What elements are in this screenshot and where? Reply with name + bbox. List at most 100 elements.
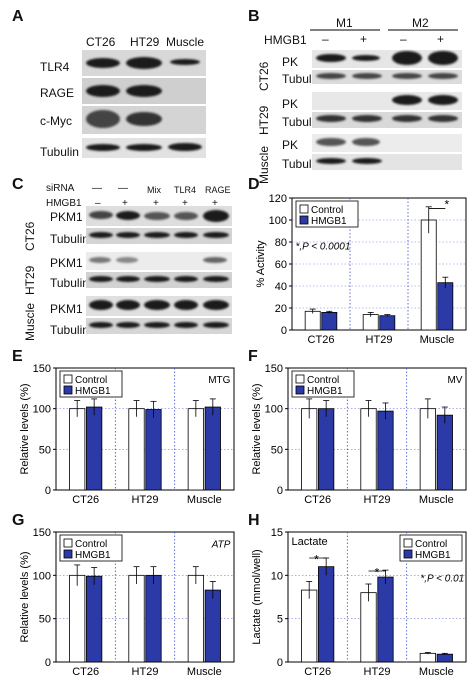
f-ylabel: Relative levels (%) [251, 383, 263, 474]
panel-label-g: G [12, 512, 25, 529]
row-c-tubulin-3: Tubulin [50, 323, 89, 337]
hmgb1-c-5: + [212, 198, 218, 209]
g-xtick-label: Muscle [187, 666, 222, 678]
row-tubulin: Tubulin [40, 145, 79, 159]
d-bar-control [420, 219, 437, 331]
f-xtick-label: Muscle [419, 494, 454, 506]
h-legend-label: Control [415, 539, 447, 550]
d-legend-label: HMGB1 [311, 216, 347, 227]
e-ytick-label: 100 [33, 404, 51, 416]
row-tlr4: TLR4 [40, 60, 70, 74]
d-bar-control [304, 310, 321, 331]
g-legend-swatch-hmgb1 [63, 549, 73, 559]
e-bar-control [187, 408, 204, 491]
d-xtick-label: CT26 [308, 334, 335, 346]
h-bar-hmgb1 [318, 566, 335, 663]
h-ytick-label: 15 [271, 527, 283, 539]
h-annotation: Lactate [292, 536, 328, 548]
e-bar-hmgb1 [204, 406, 221, 491]
h-ytick-label: 0 [277, 657, 283, 669]
g-legend-label: HMGB1 [75, 550, 111, 561]
sirna-label: siRNA [46, 183, 75, 194]
e-ylabel: Relative levels (%) [19, 383, 31, 474]
f-bar-hmgb1 [436, 414, 453, 491]
d-ytick-label: 80 [275, 237, 287, 249]
panel-label-d: D [248, 176, 260, 193]
e-bar-hmgb1 [145, 409, 162, 491]
f-bar-hmgb1 [318, 408, 335, 491]
sirna-2: — [118, 183, 128, 194]
row-c-tubulin-1: Tubulin [50, 232, 89, 246]
h-ytick-label: 10 [271, 570, 283, 582]
row-c-pkm1-3: PKM1 [50, 302, 83, 316]
g-xtick-label: CT26 [72, 666, 99, 678]
panel-label-f: F [248, 348, 258, 365]
hmgb1-label-c: HMGB1 [46, 198, 82, 209]
h-xtick-label: CT26 [304, 666, 331, 678]
cell-label-b-ht29: HT29 [257, 105, 271, 135]
d-legend-swatch-control [299, 204, 309, 214]
row-b-tubulin-3: Tubulin [282, 157, 321, 171]
f-bar-hmgb1 [377, 410, 394, 491]
row-cmyc: c-Myc [40, 114, 72, 128]
h-legend-swatch-hmgb1 [403, 549, 413, 559]
h-annotation: * [314, 552, 319, 566]
f-legend-label: Control [307, 375, 339, 386]
g-ytick-label: 50 [39, 614, 51, 626]
e-bar-control [128, 408, 145, 491]
e-legend-swatch-hmgb1 [63, 385, 73, 395]
hmgb1-c-4: + [182, 198, 188, 209]
f-annotation: MV [447, 375, 462, 386]
row-b-pk-2: PK [282, 97, 299, 111]
chart-d: 0 20 40 60 80 100 120 % Activity CT26 HT29 Muscle C… [255, 193, 467, 346]
g-plot-frame [55, 531, 235, 663]
h-plot-frame [287, 531, 467, 663]
e-legend-label: Control [75, 375, 107, 386]
sirna-4: TLR4 [174, 185, 197, 195]
group-m2: M2 [412, 16, 429, 30]
sirna-3: Mix [147, 185, 161, 195]
h-annotation: * [375, 565, 380, 579]
row-b-tubulin-2: Tubulin [282, 115, 321, 129]
sirna-5: RAGE [205, 185, 231, 195]
d-bar-hmgb1 [321, 312, 338, 331]
blot-panel-a [82, 50, 210, 160]
e-xtick-label: HT29 [132, 494, 159, 506]
g-bar-control [69, 574, 86, 663]
d-bar-control [362, 314, 379, 331]
col-ht29: HT29 [130, 35, 160, 49]
f-ytick-label: 100 [265, 404, 283, 416]
f-xtick-label: CT26 [304, 494, 331, 506]
col-muscle: Muscle [166, 35, 205, 49]
d-bar-hmgb1 [379, 315, 396, 331]
e-ytick-label: 150 [33, 363, 51, 375]
h-bar-control [419, 652, 436, 663]
h-xtick-label: Muscle [419, 666, 454, 678]
d-legend-label: Control [311, 205, 343, 216]
f-ytick-label: 0 [277, 485, 283, 497]
sign-b-3: – [400, 32, 407, 46]
h-bar-hmgb1 [377, 576, 394, 663]
d-annotation: * [445, 198, 450, 212]
panel-label-e: E [12, 348, 23, 365]
g-bar-hmgb1 [204, 589, 221, 663]
panel-label-b: B [248, 8, 260, 25]
f-bar-control [301, 408, 318, 491]
h-annotation: *,P < 0.01 [420, 574, 464, 585]
d-ytick-label: 120 [269, 193, 287, 205]
row-c-tubulin-2: Tubulin [50, 276, 89, 290]
d-ylabel: % Activity [255, 240, 267, 288]
sign-b-2: + [360, 32, 368, 46]
e-ytick-label: 50 [39, 444, 51, 456]
d-xtick-label: HT29 [366, 334, 393, 346]
g-annotation: ATP [211, 540, 231, 551]
e-plot-frame [55, 367, 235, 491]
d-annotation: *,P < 0.0001 [295, 242, 350, 253]
f-ytick-label: 50 [271, 444, 283, 456]
g-bar-control [128, 574, 145, 663]
f-legend-swatch-control [295, 374, 305, 384]
e-legend-swatch-control [63, 374, 73, 384]
panel-label-h: H [248, 512, 260, 529]
